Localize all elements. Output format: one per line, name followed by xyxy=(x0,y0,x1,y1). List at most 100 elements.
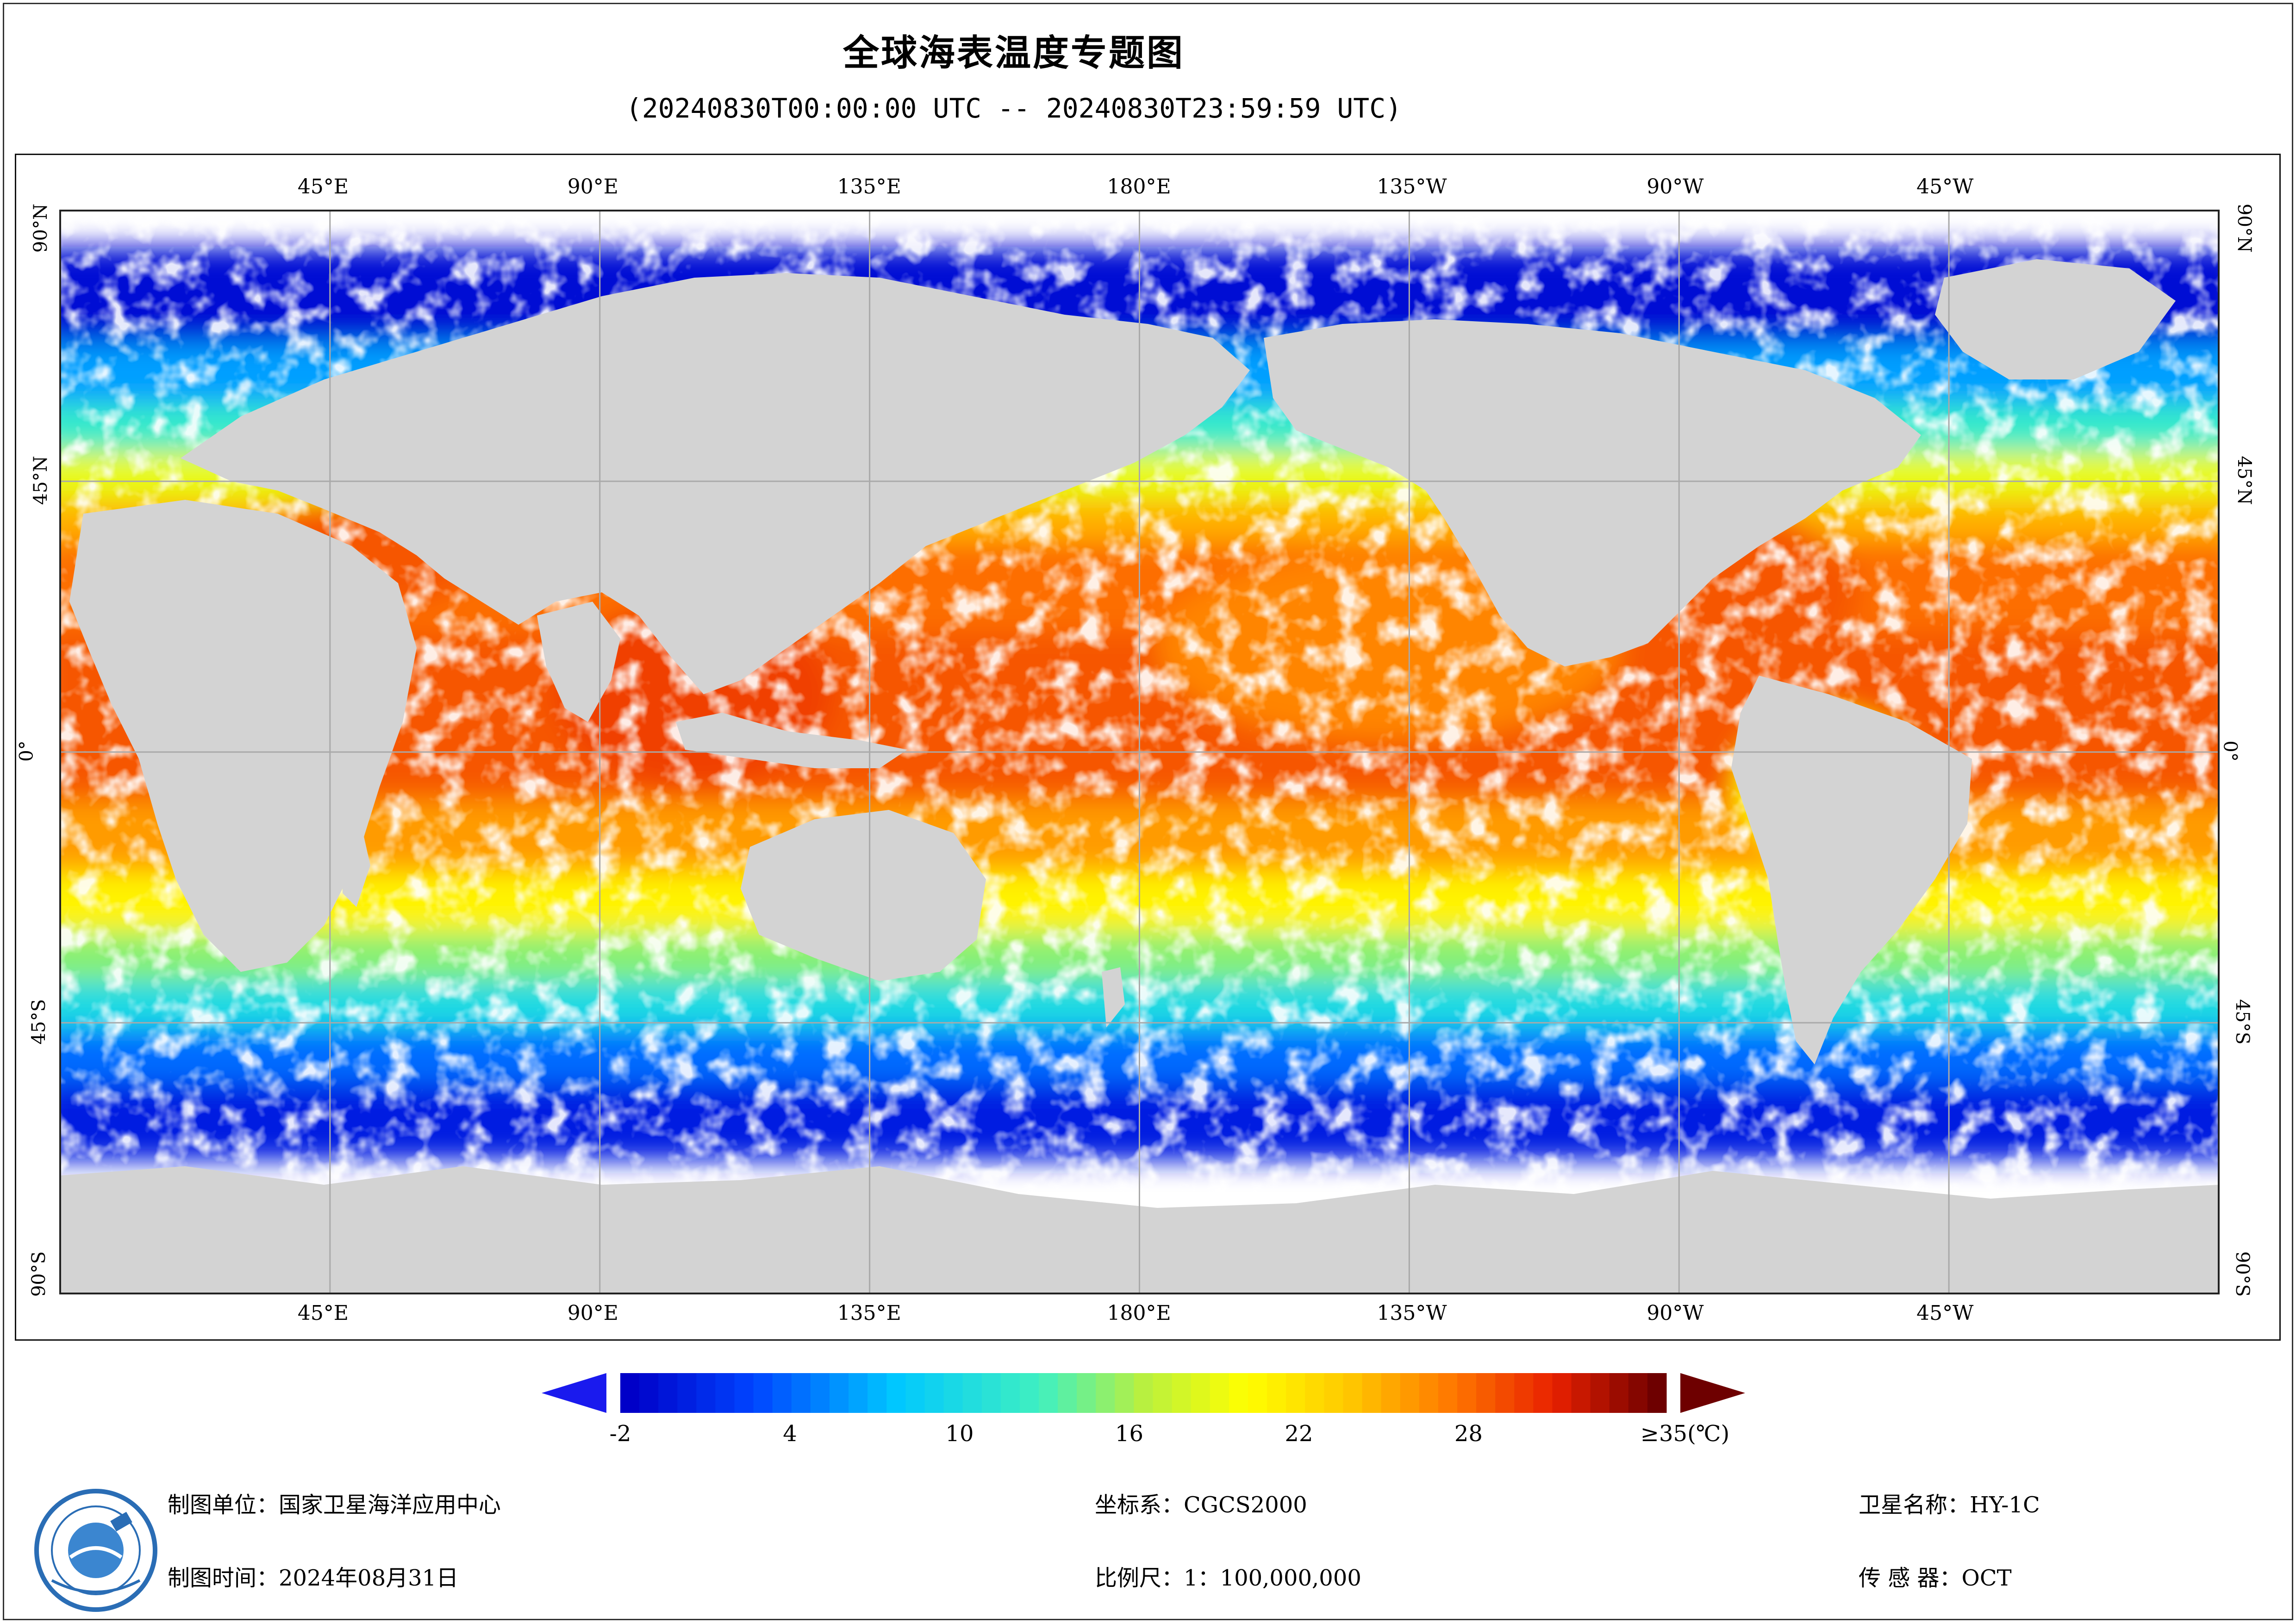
sst-map[interactable] xyxy=(0,0,2296,1342)
colorbar-cell xyxy=(1058,1373,1077,1413)
land-north-america xyxy=(1264,319,1921,666)
latitude-label: 45°N xyxy=(2233,456,2255,505)
scale-label: 比例尺：1：100,000,000 xyxy=(1095,1565,1361,1591)
colorbar-cell xyxy=(1267,1373,1286,1413)
colorbar-cell xyxy=(1248,1373,1267,1413)
colorbar-tick-label: 16 xyxy=(1115,1421,1143,1447)
latitude-label: 45°S xyxy=(28,999,50,1045)
land-japan xyxy=(870,486,907,546)
colorbar-cell xyxy=(810,1373,830,1413)
colorbar-cell xyxy=(1305,1373,1324,1413)
longitude-label: 45°W xyxy=(1916,175,1974,199)
colorbar-cell xyxy=(1457,1373,1477,1413)
crs-label: 坐标系：CGCS2000 xyxy=(1095,1492,1307,1518)
land-madagascar xyxy=(343,824,370,907)
colorbar-cell xyxy=(1495,1373,1515,1413)
colorbar-left-arrow xyxy=(542,1373,606,1413)
nsoas-logo-icon xyxy=(34,1489,157,1612)
colorbar-cell xyxy=(696,1373,716,1413)
colorbar-right-arrow xyxy=(1680,1373,1745,1413)
colorbar-cell xyxy=(753,1373,773,1413)
production-date-label: 制图时间：2024年08月31日 xyxy=(168,1565,459,1591)
colorbar-cell xyxy=(772,1373,792,1413)
colorbar-cell xyxy=(943,1373,963,1413)
colorbar-cell xyxy=(1514,1373,1534,1413)
longitude-label: 90°W xyxy=(1647,175,1704,199)
longitude-label: 180°E xyxy=(1107,175,1171,199)
latitude-label: 45°S xyxy=(2232,999,2253,1045)
colorbar-cell xyxy=(905,1373,925,1413)
longitude-label: 90°E xyxy=(567,175,618,199)
colorbar-cell xyxy=(962,1373,982,1413)
colorbar-cell xyxy=(1134,1373,1154,1413)
colorbar-cell xyxy=(1019,1373,1039,1413)
graticule xyxy=(60,211,2219,1293)
colorbar-cell xyxy=(1362,1373,1382,1413)
colorbar-cell xyxy=(886,1373,906,1413)
satellite-label: 卫星名称：HY-1C xyxy=(1859,1492,2040,1518)
colorbar-cell xyxy=(1096,1373,1115,1413)
colorbar-cell xyxy=(1590,1373,1610,1413)
land-new-zealand xyxy=(1102,967,1125,1027)
colorbar-cell xyxy=(1552,1373,1572,1413)
colorbar-cell xyxy=(1628,1373,1648,1413)
producer-label: 制图单位：国家卫星海洋应用中心 xyxy=(168,1492,501,1518)
colorbar-tick-label: 10 xyxy=(945,1421,974,1447)
latitude-label: 0° xyxy=(16,740,37,762)
colorbar-cell xyxy=(1533,1373,1553,1413)
colorbar-cell xyxy=(1191,1373,1210,1413)
latitude-label: 0° xyxy=(2219,740,2241,762)
colorbar-cell xyxy=(1039,1373,1058,1413)
colorbar-tick-label: -2 xyxy=(609,1421,631,1447)
longitude-label: 180°E xyxy=(1107,1301,1171,1325)
colorbar-cell xyxy=(1419,1373,1439,1413)
colorbar-tick-label: 4 xyxy=(783,1421,797,1447)
colorbar-cell xyxy=(1115,1373,1134,1413)
colorbar-cell xyxy=(715,1373,735,1413)
longitude-label: 45°W xyxy=(1916,1301,1974,1325)
colorbar-cell xyxy=(1210,1373,1229,1413)
longitude-label: 45°E xyxy=(297,1301,349,1325)
colorbar-cell xyxy=(1438,1373,1458,1413)
colorbar-cell xyxy=(1229,1373,1248,1413)
colorbar-cell xyxy=(620,1373,640,1413)
longitude-label: 90°W xyxy=(1647,1301,1704,1325)
page-border xyxy=(3,3,2293,1620)
map-title: 全球海表温度专题图 xyxy=(842,32,1185,74)
colorbar-cell xyxy=(1647,1373,1667,1413)
colorbar-cell xyxy=(867,1373,887,1413)
colorbar-tick-label: 28 xyxy=(1454,1421,1483,1447)
colorbar-cell xyxy=(658,1373,678,1413)
colorbar-cell xyxy=(981,1373,1001,1413)
latitude-label: 90°S xyxy=(2232,1251,2253,1297)
colorbar-cell xyxy=(830,1373,849,1413)
land-eurasia xyxy=(181,273,1250,694)
longitude-label: 135°W xyxy=(1377,1301,1447,1325)
land-indonesia xyxy=(676,713,907,768)
longitude-label: 45°E xyxy=(297,175,349,199)
colorbar-cell xyxy=(1172,1373,1192,1413)
longitude-label: 90°E xyxy=(567,1301,618,1325)
colorbar-cell xyxy=(1077,1373,1096,1413)
colorbar-cell xyxy=(677,1373,697,1413)
colorbar-cell xyxy=(1400,1373,1420,1413)
colorbar-cell xyxy=(924,1373,944,1413)
colorbar-cell xyxy=(1609,1373,1629,1413)
latitude-label: 45°N xyxy=(30,456,51,505)
colorbar-cell xyxy=(1381,1373,1401,1413)
colorbar-cell xyxy=(1000,1373,1020,1413)
land-greenland xyxy=(1935,259,2176,379)
colorbar-cell xyxy=(1153,1373,1173,1413)
colorbar-cell xyxy=(734,1373,754,1413)
colorbar-cell xyxy=(1286,1373,1305,1413)
colorbar-cell xyxy=(1571,1373,1591,1413)
longitude-label: 135°E xyxy=(837,1301,901,1325)
latitude-label: 90°N xyxy=(2233,204,2255,253)
colorbar-cell xyxy=(1476,1373,1496,1413)
land-south-america xyxy=(1731,676,1972,1064)
map-frame xyxy=(15,154,2281,1341)
colorbar-tick-label: 22 xyxy=(1285,1421,1313,1447)
colorbar-cell xyxy=(1343,1373,1363,1413)
sensor-label: 传 感 器：OCT xyxy=(1859,1565,2012,1591)
colorbar-tick-label: ≥35(℃) xyxy=(1640,1421,1730,1447)
